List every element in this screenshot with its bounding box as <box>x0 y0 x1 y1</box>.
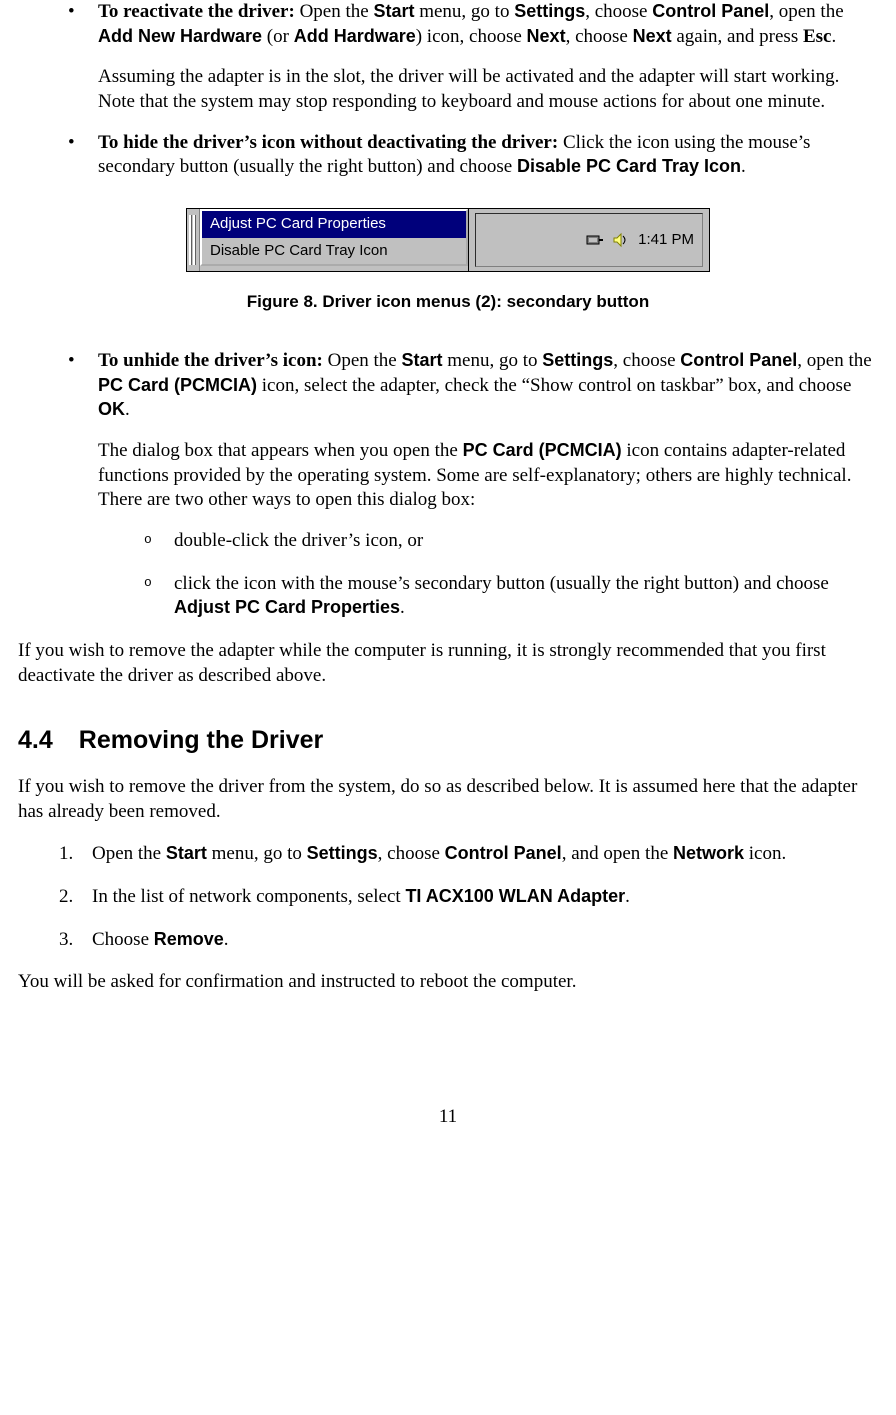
ui-ref-settings: Settings <box>542 350 613 370</box>
text: , choose <box>378 843 445 864</box>
ui-ref-adjust-properties: Adjust PC Card Properties <box>174 597 400 617</box>
text: . <box>625 886 630 907</box>
ui-ref-add-hardware: Add Hardware <box>294 26 416 46</box>
figure-8: Adjust PC Card Properties Disable PC Car… <box>18 208 878 313</box>
ui-ref-esc: Esc <box>803 26 832 47</box>
text: menu, go to <box>414 1 514 22</box>
text: The dialog box that appears when you ope… <box>98 440 463 461</box>
system-tray: 1:41 PM <box>469 209 709 271</box>
document-page: To reactivate the driver: Open the Start… <box>0 0 896 1130</box>
text: . <box>741 156 746 177</box>
ui-ref-control-panel: Control Panel <box>445 843 562 863</box>
menu-item-adjust-properties[interactable]: Adjust PC Card Properties <box>202 211 466 238</box>
menu-item-disable-tray-icon[interactable]: Disable PC Card Tray Icon <box>202 238 466 265</box>
text: Open the <box>295 1 374 22</box>
text: (or <box>262 26 294 47</box>
ui-ref-settings: Settings <box>307 843 378 863</box>
taskbar-clock: 1:41 PM <box>638 230 694 250</box>
ui-ref-start: Start <box>166 843 207 863</box>
bullet-paragraph: Assuming the adapter is in the slot, the… <box>98 65 878 114</box>
text: menu, go to <box>443 350 543 371</box>
text: , choose <box>613 350 680 371</box>
text: . <box>831 26 836 47</box>
ui-ref-settings: Settings <box>514 1 585 21</box>
text: Open the <box>323 350 402 371</box>
bullet-reactivate: To reactivate the driver: Open the Start… <box>68 0 878 115</box>
paragraph: If you wish to remove the adapter while … <box>18 639 878 688</box>
text: . <box>125 399 130 420</box>
text: , choose <box>566 26 633 47</box>
text: again, and press <box>672 26 803 47</box>
ui-ref-next: Next <box>527 26 566 46</box>
step-1: Open the Start menu, go to Settings, cho… <box>78 842 878 867</box>
text: , open the <box>797 350 871 371</box>
bullet-lead: To hide the driver’s icon without deacti… <box>98 132 558 153</box>
text: Choose <box>92 929 154 950</box>
section-title: Removing the Driver <box>79 726 324 754</box>
taskbar-grabber <box>187 209 200 271</box>
ui-ref-ok: OK <box>98 399 125 419</box>
ui-ref-adapter-name: TI ACX100 WLAN Adapter <box>405 886 625 906</box>
text: menu, go to <box>207 843 307 864</box>
text: , and open the <box>562 843 673 864</box>
bullet-list: To reactivate the driver: Open the Start… <box>18 0 878 180</box>
text: icon, select the adapter, check the “Sho… <box>257 375 851 396</box>
ui-ref-control-panel: Control Panel <box>680 350 797 370</box>
text: , choose <box>585 1 652 22</box>
figure-caption: Figure 8. Driver icon menus (2): seconda… <box>18 291 878 313</box>
volume-icon[interactable] <box>612 231 630 249</box>
section-heading: 4.4 Removing the Driver <box>18 724 878 757</box>
step-3: Choose Remove. <box>78 928 878 953</box>
text: click the icon with the mouse’s secondar… <box>174 573 829 594</box>
page-number: 11 <box>18 1105 878 1130</box>
text: icon. <box>744 843 786 864</box>
text: Open the <box>92 843 166 864</box>
ui-ref-control-panel: Control Panel <box>652 1 769 21</box>
ui-ref-disable-tray-icon: Disable PC Card Tray Icon <box>517 156 741 176</box>
text: . <box>400 597 405 618</box>
text: In the list of network components, selec… <box>92 886 405 907</box>
paragraph: You will be asked for confirmation and i… <box>18 970 878 995</box>
numbered-steps: Open the Start menu, go to Settings, cho… <box>18 842 878 952</box>
bullet-lead: To reactivate the driver: <box>98 1 295 22</box>
context-menu: Adjust PC Card Properties Disable PC Car… <box>200 209 468 266</box>
section-number: 4.4 <box>18 724 53 757</box>
ui-ref-next: Next <box>633 26 672 46</box>
sub-item: double-click the driver’s icon, or <box>144 529 878 554</box>
pc-card-tray-icon[interactable] <box>586 231 604 249</box>
ui-ref-start: Start <box>373 1 414 21</box>
ui-ref-remove: Remove <box>154 929 224 949</box>
text: , open the <box>769 1 843 22</box>
bullet-unhide-icon: To unhide the driver’s icon: Open the St… <box>68 349 878 621</box>
text: ) icon, choose <box>416 26 527 47</box>
step-2: In the list of network components, selec… <box>78 885 878 910</box>
tray-region: Adjust PC Card Properties Disable PC Car… <box>200 209 469 271</box>
sub-item: click the icon with the mouse’s secondar… <box>144 572 878 621</box>
bullet-hide-icon: To hide the driver’s icon without deacti… <box>68 131 878 180</box>
ui-ref-pc-card: PC Card (PCMCIA) <box>98 375 257 395</box>
sub-list: double-click the driver’s icon, or click… <box>98 529 878 621</box>
ui-ref-network: Network <box>673 843 744 863</box>
text: . <box>224 929 229 950</box>
paragraph: If you wish to remove the driver from th… <box>18 775 878 824</box>
ui-ref-pc-card: PC Card (PCMCIA) <box>463 440 622 460</box>
ui-ref-start: Start <box>401 350 442 370</box>
bullet-list-2: To unhide the driver’s icon: Open the St… <box>18 349 878 621</box>
ui-ref-add-new-hardware: Add New Hardware <box>98 26 262 46</box>
bullet-lead: To unhide the driver’s icon: <box>98 350 323 371</box>
